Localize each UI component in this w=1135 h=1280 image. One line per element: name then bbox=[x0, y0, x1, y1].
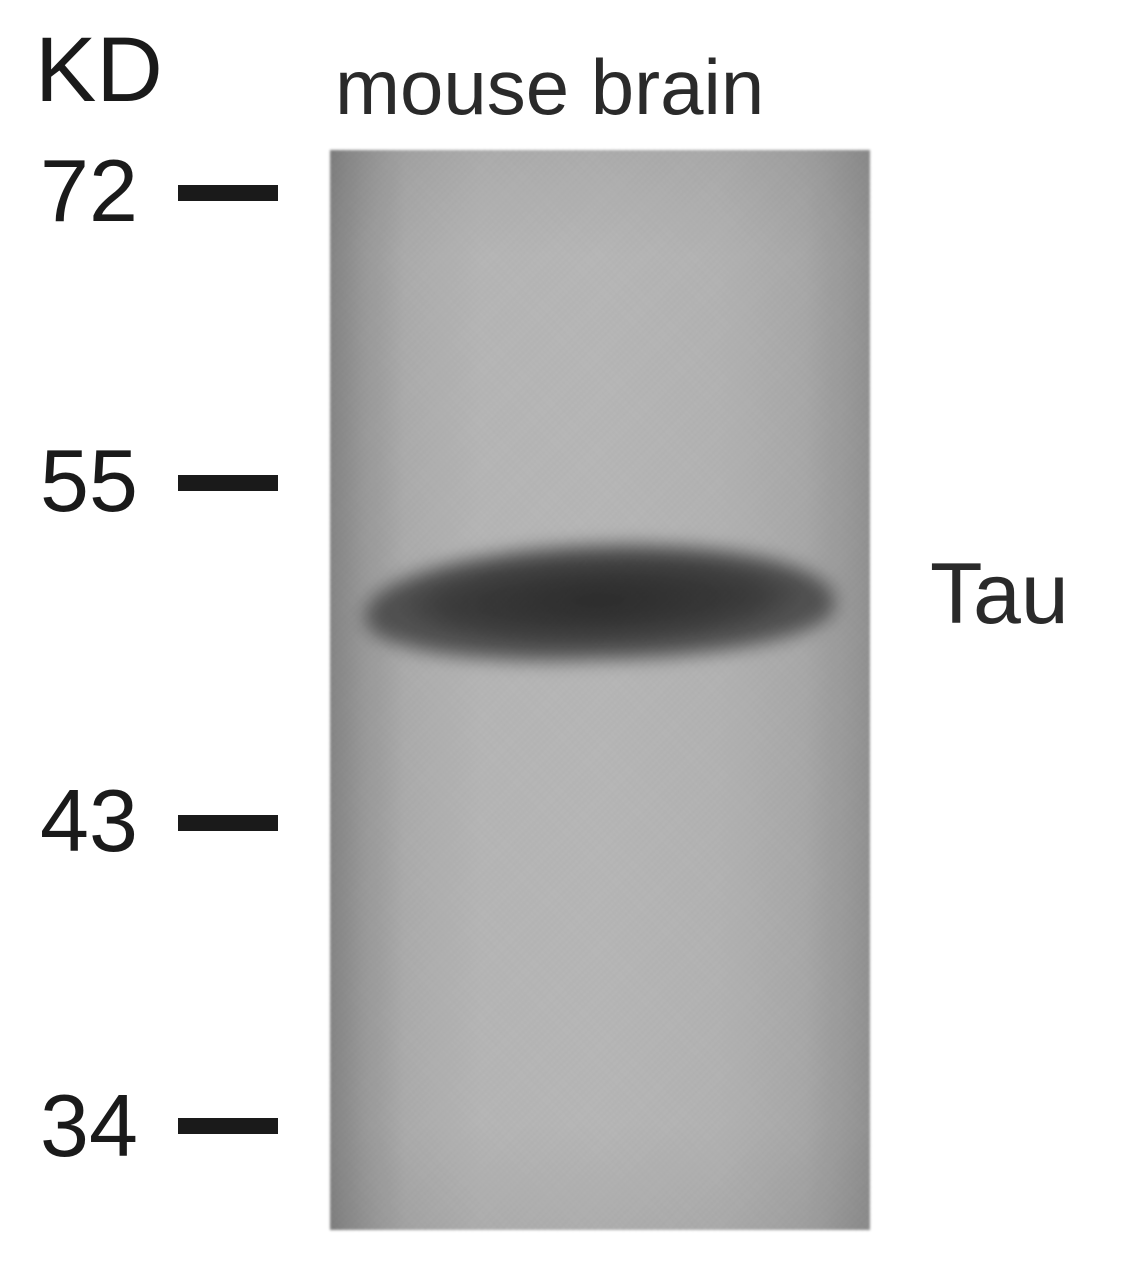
marker-label-55: 55 bbox=[40, 430, 138, 532]
marker-label-43: 43 bbox=[40, 770, 138, 872]
marker-tick-72 bbox=[178, 185, 278, 201]
band-label-tau: Tau bbox=[930, 545, 1069, 644]
marker-tick-43 bbox=[178, 815, 278, 831]
marker-tick-34 bbox=[178, 1118, 278, 1134]
marker-label-34: 34 bbox=[40, 1075, 138, 1177]
lane-label: mouse brain bbox=[335, 42, 764, 133]
blot-lane bbox=[330, 150, 870, 1230]
kd-header: KD bbox=[35, 18, 163, 123]
marker-label-72: 72 bbox=[40, 140, 138, 242]
marker-tick-55 bbox=[178, 475, 278, 491]
lane-background bbox=[330, 150, 870, 1230]
blot-figure: KD mouse brain 72 55 43 34 Tau bbox=[0, 0, 1135, 1280]
